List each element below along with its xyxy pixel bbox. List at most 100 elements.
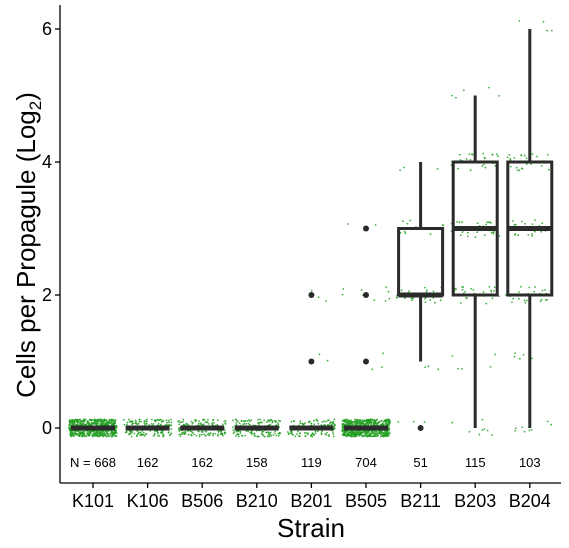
- data-point: [348, 434, 351, 437]
- data-point: [368, 419, 370, 422]
- data-point: [72, 423, 75, 425]
- data-point: [88, 431, 91, 434]
- data-point: [341, 430, 343, 432]
- data-point: [341, 293, 344, 296]
- data-point: [277, 434, 280, 437]
- data-point: [180, 421, 183, 423]
- data-point: [288, 432, 290, 435]
- data-point: [408, 290, 411, 292]
- data-point: [248, 420, 251, 423]
- data-point: [521, 426, 524, 428]
- data-point: [190, 420, 193, 423]
- data-point: [387, 423, 390, 426]
- data-point: [109, 434, 112, 437]
- data-point: [250, 419, 253, 422]
- data-point: [95, 422, 98, 424]
- data-point: [518, 169, 521, 172]
- axes: [59, 5, 561, 484]
- data-point: [531, 153, 534, 155]
- data-point: [542, 20, 545, 23]
- outlier-point: [363, 225, 369, 232]
- data-point: [512, 220, 514, 222]
- data-point: [313, 419, 315, 422]
- data-point: [197, 430, 200, 433]
- data-point: [373, 423, 375, 426]
- data-point: [495, 153, 498, 156]
- data-point: [221, 432, 224, 435]
- sample-size-labels: N = 668 162 162 158 119 704 51 115 103: [70, 455, 541, 470]
- data-point: [531, 233, 533, 235]
- data-point: [329, 421, 332, 424]
- data-point: [97, 419, 100, 422]
- sample-size-label: 51: [413, 455, 427, 470]
- y-axis-title: Cells per Propagule (Log2): [11, 92, 45, 398]
- data-point: [382, 420, 385, 423]
- data-point: [481, 165, 484, 167]
- data-point: [425, 291, 428, 293]
- data-point: [250, 431, 252, 434]
- data-point: [366, 432, 369, 435]
- y-axis-title-subscript: 2: [26, 101, 45, 110]
- data-point: [81, 419, 84, 422]
- data-point: [143, 420, 146, 423]
- data-point: [203, 418, 206, 421]
- data-point: [110, 435, 113, 438]
- data-point: [346, 223, 349, 225]
- data-point: [178, 430, 181, 432]
- data-point: [546, 29, 549, 32]
- data-point: [525, 157, 528, 160]
- data-point: [106, 423, 109, 426]
- data-point: [317, 296, 320, 298]
- data-point: [472, 288, 475, 291]
- data-point: [235, 422, 238, 424]
- data-point: [168, 419, 170, 422]
- data-point: [464, 290, 466, 293]
- data-point: [326, 431, 328, 434]
- data-point: [325, 434, 328, 436]
- data-point: [462, 89, 465, 92]
- data-point: [126, 421, 129, 424]
- data-point: [259, 422, 261, 424]
- data-point: [304, 422, 306, 425]
- data-point: [371, 431, 373, 433]
- data-point: [115, 424, 118, 427]
- data-point: [380, 430, 382, 433]
- sample-size-label: 103: [519, 455, 541, 470]
- data-point: [279, 432, 281, 434]
- sample-size-label: 115: [465, 455, 486, 470]
- data-point: [382, 423, 385, 426]
- data-point: [162, 435, 165, 437]
- data-point: [344, 423, 347, 426]
- data-point: [144, 423, 147, 426]
- data-point: [388, 427, 391, 430]
- data-point: [105, 419, 108, 422]
- data-point: [356, 431, 359, 434]
- data-point: [123, 423, 126, 426]
- data-point: [468, 153, 471, 156]
- boxplot-B203: [451, 95, 499, 428]
- data-point: [550, 29, 553, 32]
- data-point: [146, 418, 148, 421]
- data-point: [242, 420, 245, 422]
- data-point: [267, 420, 269, 422]
- data-point: [92, 433, 95, 435]
- data-point: [222, 434, 224, 437]
- data-point: [465, 296, 468, 299]
- data-point: [515, 166, 518, 169]
- data-point: [426, 289, 428, 291]
- data-point: [355, 423, 358, 425]
- x-tick-label: K101: [72, 491, 114, 511]
- data-point: [509, 158, 512, 160]
- data-point: [361, 421, 364, 424]
- data-point: [508, 154, 511, 156]
- data-point: [388, 419, 391, 422]
- data-point: [476, 231, 479, 234]
- data-point: [541, 222, 544, 225]
- data-point: [138, 420, 141, 423]
- data-point: [213, 422, 215, 424]
- data-point: [388, 434, 390, 437]
- data-point: [296, 433, 298, 435]
- data-point: [193, 433, 196, 436]
- data-point: [491, 153, 494, 156]
- data-point: [327, 419, 329, 422]
